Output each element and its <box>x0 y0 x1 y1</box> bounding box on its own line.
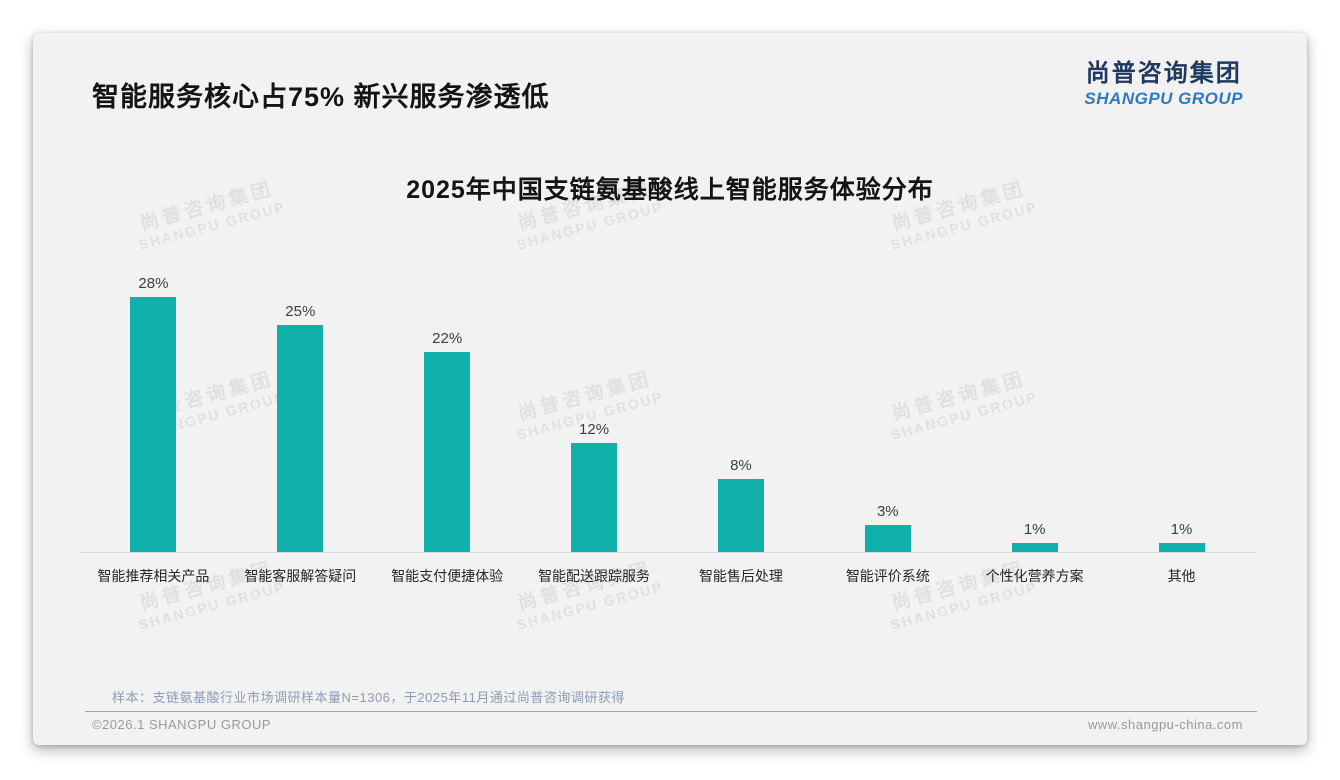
bar-value-label: 22% <box>432 329 463 347</box>
category-label: 智能评价系统 <box>845 568 930 584</box>
watermark-english: SHANGPU GROUP <box>137 198 288 253</box>
watermark-english: SHANGPU GROUP <box>889 198 1040 253</box>
bar-column: 3% <box>814 273 961 552</box>
website-text: www.shangpu-china.com <box>1087 717 1243 732</box>
category-label: 智能客服解答疑问 <box>244 568 357 584</box>
bar <box>277 324 324 552</box>
bar-column: 1% <box>1108 273 1255 552</box>
page-title: 智能服务核心占75% 新兴服务渗透低 <box>92 82 550 112</box>
bar-column: 8% <box>668 273 815 552</box>
bar-column: 28% <box>80 273 227 552</box>
footer: ©2026.1 SHANGPU GROUP www.shangpu-china.… <box>92 717 1243 732</box>
bar-value-label: 12% <box>579 420 610 438</box>
slide-card: 尚普咨询集团 SHANGPU GROUP 尚普咨询集团 SHANGPU GROUP 尚普… <box>33 33 1307 745</box>
bar-column: 25% <box>227 273 374 552</box>
category-label: 智能售后处理 <box>698 568 783 584</box>
bar-value-label: 1% <box>1023 520 1046 538</box>
watermark-english: SHANGPU GROUP <box>515 578 666 633</box>
bar-chart-labels: 智能推荐相关产品 智能客服解答疑问 智能支付便捷体验 智能配送跟踪服务 智能售后处理 智能… <box>80 553 1255 586</box>
bar <box>717 479 764 552</box>
category-label: 个性化营养方案 <box>985 568 1084 584</box>
logo-english-text: SHANGPU GROUP <box>1084 89 1243 108</box>
bar <box>864 524 911 552</box>
bar-chart: 28% 25% 22% 12% 8% 3% 1% 1% 智能推荐相关产品 智能客服解答疑问 智能支… <box>80 273 1255 586</box>
bar <box>424 351 471 552</box>
bar <box>1158 542 1205 552</box>
bar-value-label: 1% <box>1170 520 1193 538</box>
bar-column: 1% <box>961 273 1108 552</box>
logo-chinese-text: 尚普咨询集团 <box>1085 60 1242 87</box>
chart-title: 2025年中国支链氨基酸线上智能服务体验分布 <box>406 176 934 204</box>
bar-column: 22% <box>374 273 521 552</box>
watermark-english: SHANGPU GROUP <box>515 198 666 253</box>
watermark-english: SHANGPU GROUP <box>137 578 288 633</box>
sample-note: 样本：支链氨基酸行业市场调研样本量N=1306，于2025年11月通过尚普咨询调… <box>112 690 625 705</box>
copyright-text: ©2026.1 SHANGPU GROUP <box>92 717 272 732</box>
bar <box>1011 542 1058 552</box>
category-label: 智能推荐相关产品 <box>97 568 210 584</box>
bar-value-label: 25% <box>285 302 316 320</box>
bar-value-label: 3% <box>876 502 899 520</box>
bar-value-label: 8% <box>730 457 752 475</box>
bar <box>130 297 177 552</box>
bar-chart-plot: 28% 25% 22% 12% 8% 3% 1% 1% <box>80 273 1255 553</box>
company-logo: 尚普咨询集团 SHANGPU GROUP <box>1084 53 1243 109</box>
bar-value-label: 28% <box>138 275 169 293</box>
bar-column: 12% <box>521 273 668 552</box>
bar <box>571 442 618 552</box>
footer-divider <box>85 711 1257 712</box>
category-label: 智能配送跟踪服务 <box>538 568 651 584</box>
category-label: 其他 <box>1167 568 1196 584</box>
category-label: 智能支付便捷体验 <box>391 568 504 584</box>
watermark-english: SHANGPU GROUP <box>889 578 1040 633</box>
